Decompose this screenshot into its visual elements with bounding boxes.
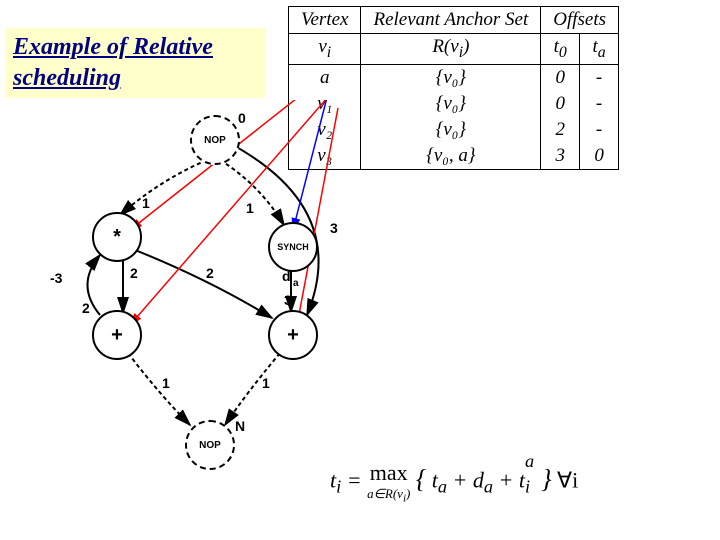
pointer-arrow [293,100,332,230]
edge [120,160,207,215]
edge-label-d-a: d [282,268,291,284]
hdr-vertex: Vertex [289,7,361,34]
edge-label-one-bl: 1 [162,375,170,391]
hdr-anchor: Relevant Anchor Set [361,7,541,34]
cell-ta: - [580,117,619,143]
cell-ta: 0 [580,143,619,170]
cell-t0: 0 [541,91,580,117]
cell-ta: - [580,64,619,91]
cell-ta: - [580,91,619,117]
cell-t0: 2 [541,117,580,143]
cell-r: {v₀} [361,64,541,91]
sub-vertex: vi [289,34,361,65]
hdr-offsets: Offsets [541,7,619,34]
edge [128,353,190,425]
edge [135,250,272,318]
edge-label-three-m: 3 [284,292,292,308]
cell-t0: 3 [541,143,580,170]
pointer-arrow [297,108,338,325]
cell-t0: 0 [541,64,580,91]
formula: ti = max a∈R(vi) { ta + da + tai } ∀i [330,460,578,505]
slide-title: Example of Relative scheduling [5,28,265,98]
title-line1: Example of Relative [13,34,213,60]
edge-label-n: N [235,418,245,434]
edge-label-neg3: -3 [50,270,62,286]
sub-anchor: R(vi) [361,34,541,65]
node-synch: SYNCH [268,222,318,272]
node-star: * [92,212,142,262]
edge-label-two-l: 2 [130,265,138,281]
table-row: a{v₀}0- [289,64,619,91]
title-line2: scheduling [13,65,121,91]
sub-ta: ta [580,34,619,65]
edge-label-one-tl: 1 [142,195,150,211]
node-plus-right: + [268,310,318,360]
edge-label-two-ll: 2 [82,300,90,316]
node-nop-top: NOP [190,115,240,165]
graph-diagram: NOP*SYNCH++NOP 0113-3222da311N [0,100,390,510]
edge-label-three-r: 3 [330,220,338,236]
edge [225,353,280,425]
cell-v: a [289,64,361,91]
edge-label-one-tm: 1 [246,200,254,216]
sub-t0: t0 [541,34,580,65]
edge-label-zero: 0 [238,110,246,126]
edge-label-one-br: 1 [262,375,270,391]
node-nop-bot: NOP [185,420,235,470]
edge-label-a-sub: a [293,278,299,289]
edge-label-two-m: 2 [206,265,214,281]
node-plus-left: + [92,310,142,360]
